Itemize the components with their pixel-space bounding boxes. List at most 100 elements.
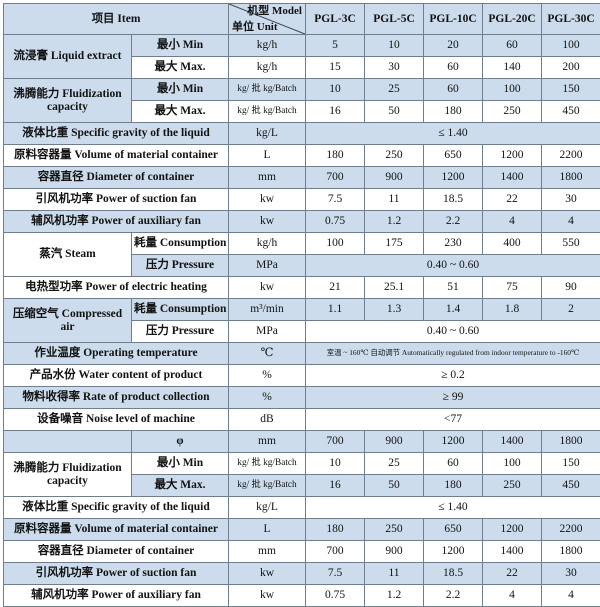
- row-value-pgl-3c: 10: [306, 453, 365, 475]
- row-unit: kg/ 批 kg/Batch: [229, 453, 306, 475]
- row-label: 物料收得率 Rate of product collection: [4, 387, 229, 409]
- row-value-pgl-5c: 25: [365, 79, 424, 101]
- row-value-pgl-10c: 1.4: [424, 299, 483, 321]
- row-value-pgl-10c: 51: [424, 277, 483, 299]
- row-value-pgl-3c: 0.75: [306, 585, 365, 607]
- row-value-pgl-10c: 60: [424, 79, 483, 101]
- row-value-pgl-3c: 5: [306, 35, 365, 57]
- row-label: 引风机功率 Power of suction fan: [4, 189, 229, 211]
- row-unit: kg/ 批 kg/Batch: [229, 79, 306, 101]
- row-group-label: 蒸汽 Steam: [4, 233, 132, 277]
- row-value-pgl-3c: 7.5: [306, 563, 365, 585]
- row-label: 电热型功率 Power of electric heating: [4, 277, 229, 299]
- header-model-pgl-20c: PGL-20C: [483, 4, 542, 35]
- row-value-pgl-20c: 60: [483, 35, 542, 57]
- row-value-pgl-5c: 250: [365, 145, 424, 167]
- row-value-pgl-3c: 700: [306, 541, 365, 563]
- row-group-label: [4, 431, 132, 453]
- row-value-pgl-30c: 30: [542, 189, 600, 211]
- row-unit: kg/ 批 kg/Batch: [229, 475, 306, 497]
- row-sub-label: 压力 Pressure: [132, 255, 229, 277]
- row-unit: kw: [229, 211, 306, 233]
- row-label: 引风机功率 Power of suction fan: [4, 563, 229, 585]
- row-value-pgl-5c: 11: [365, 189, 424, 211]
- header-model-pgl-10c: PGL-10C: [424, 4, 483, 35]
- row-value-pgl-20c: 1400: [483, 431, 542, 453]
- row-label: 作业温度 Operating temperature: [4, 343, 229, 365]
- row-value-pgl-30c: 550: [542, 233, 600, 255]
- header-unit-label: 单位 Unit: [232, 21, 278, 33]
- row-value-pgl-3c: 700: [306, 167, 365, 189]
- row-merged-value: 室温 ~ 160℃ 自动调节 Automatically regulated f…: [306, 343, 600, 365]
- row-value-pgl-20c: 22: [483, 563, 542, 585]
- row-value-pgl-30c: 4: [542, 211, 600, 233]
- row-value-pgl-20c: 1200: [483, 145, 542, 167]
- row-unit: kw: [229, 277, 306, 299]
- row-value-pgl-10c: 180: [424, 101, 483, 123]
- row-label: 设备噪音 Noise level of machine: [4, 409, 229, 431]
- row-merged-value: ≥ 0.2: [306, 365, 600, 387]
- row-label: 容器直径 Diameter of container: [4, 541, 229, 563]
- row-value-pgl-3c: 0.75: [306, 211, 365, 233]
- header-model-pgl-3c: PGL-3C: [306, 4, 365, 35]
- row-value-pgl-30c: 100: [542, 35, 600, 57]
- row-value-pgl-10c: 60: [424, 57, 483, 79]
- row-value-pgl-20c: 75: [483, 277, 542, 299]
- row-merged-value: ≥ 99: [306, 387, 600, 409]
- row-value-pgl-5c: 1.2: [365, 211, 424, 233]
- row-sub-label: 耗量 Consumption: [132, 233, 229, 255]
- row-label: 原料容器量 Volume of material container: [4, 145, 229, 167]
- row-unit: kw: [229, 563, 306, 585]
- row-value-pgl-3c: 21: [306, 277, 365, 299]
- row-value-pgl-30c: 1800: [542, 541, 600, 563]
- header-model-pgl-30c: PGL-30C: [542, 4, 600, 35]
- row-sub-label: 耗量 Consumption: [132, 299, 229, 321]
- row-value-pgl-5c: 10: [365, 35, 424, 57]
- row-value-pgl-20c: 400: [483, 233, 542, 255]
- row-value-pgl-5c: 25.1: [365, 277, 424, 299]
- row-value-pgl-30c: 2200: [542, 145, 600, 167]
- row-value-pgl-30c: 1800: [542, 167, 600, 189]
- row-value-pgl-10c: 1200: [424, 167, 483, 189]
- row-sub-label: 最大 Max.: [132, 475, 229, 497]
- row-label: 辅风机功率 Power of auxiliary fan: [4, 585, 229, 607]
- row-sub-label: 最大 Max.: [132, 57, 229, 79]
- row-value-pgl-30c: 1800: [542, 431, 600, 453]
- row-value-pgl-10c: 20: [424, 35, 483, 57]
- row-unit: mm: [229, 167, 306, 189]
- row-sub-label: 最大 Max.: [132, 101, 229, 123]
- row-value-pgl-10c: 18.5: [424, 189, 483, 211]
- row-value-pgl-30c: 200: [542, 57, 600, 79]
- row-value-pgl-20c: 250: [483, 101, 542, 123]
- row-sub-label: 最小 Min: [132, 79, 229, 101]
- row-value-pgl-30c: 90: [542, 277, 600, 299]
- row-sub-label: φ: [132, 431, 229, 453]
- row-value-pgl-10c: 2.2: [424, 211, 483, 233]
- row-value-pgl-3c: 700: [306, 431, 365, 453]
- row-value-pgl-3c: 180: [306, 519, 365, 541]
- row-value-pgl-20c: 4: [483, 211, 542, 233]
- row-value-pgl-20c: 1.8: [483, 299, 542, 321]
- row-value-pgl-30c: 150: [542, 453, 600, 475]
- row-value-pgl-10c: 60: [424, 453, 483, 475]
- row-value-pgl-5c: 900: [365, 541, 424, 563]
- row-unit: L: [229, 519, 306, 541]
- row-unit: m³/min: [229, 299, 306, 321]
- row-unit: kg/ 批 kg/Batch: [229, 101, 306, 123]
- row-value-pgl-20c: 100: [483, 453, 542, 475]
- row-value-pgl-20c: 100: [483, 79, 542, 101]
- row-unit: dB: [229, 409, 306, 431]
- row-value-pgl-10c: 650: [424, 519, 483, 541]
